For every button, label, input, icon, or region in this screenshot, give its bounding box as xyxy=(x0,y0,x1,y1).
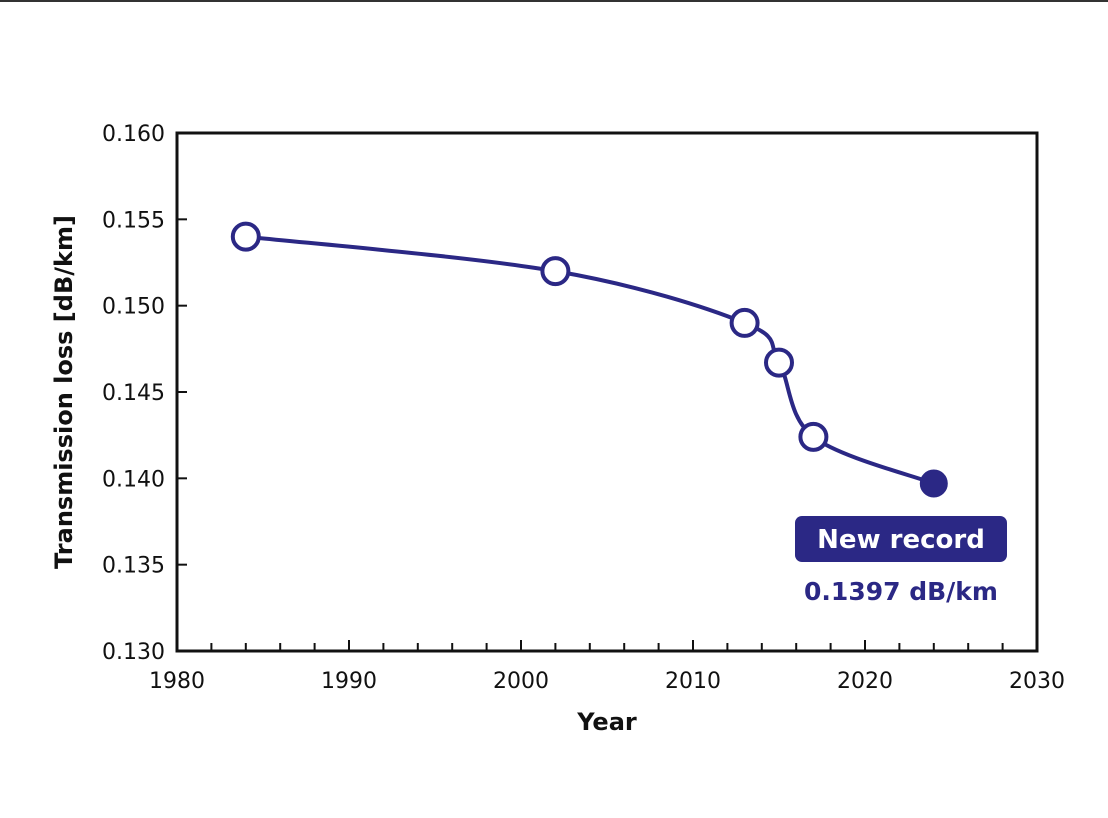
new-record-badge-text: New record xyxy=(817,525,985,555)
new-record-value: 0.1397 dB/km xyxy=(804,577,998,606)
y-tick-label: 0.140 xyxy=(102,467,165,492)
y-axis-title: Transmission loss [dB/km] xyxy=(50,215,78,569)
y-tick-label: 0.130 xyxy=(102,640,165,665)
x-tick-label: 1980 xyxy=(149,669,205,694)
y-tick-label: 0.145 xyxy=(102,381,165,406)
x-tick-label: 2010 xyxy=(665,669,721,694)
x-tick-label: 1990 xyxy=(321,669,377,694)
x-tick-label: 2000 xyxy=(493,669,549,694)
x-tick-label: 2020 xyxy=(837,669,893,694)
data-point xyxy=(729,307,760,338)
data-point xyxy=(764,347,794,378)
x-tick-label: 2030 xyxy=(1009,669,1065,694)
y-tick-label: 0.150 xyxy=(102,295,165,320)
annotation: New record 0.1397 dB/km xyxy=(795,516,1007,606)
data-point-record xyxy=(919,469,948,498)
top-border xyxy=(0,0,1108,2)
series-line xyxy=(245,234,935,486)
y-tick-label: 0.155 xyxy=(102,208,165,233)
data-point xyxy=(230,221,261,252)
data-point xyxy=(540,256,571,287)
y-tick-label: 0.160 xyxy=(102,122,165,147)
x-axis-title: Year xyxy=(576,708,637,736)
y-tick-label: 0.135 xyxy=(102,554,165,579)
data-point xyxy=(798,421,829,452)
new-record-badge xyxy=(795,516,1007,562)
plot-frame xyxy=(175,131,1039,653)
